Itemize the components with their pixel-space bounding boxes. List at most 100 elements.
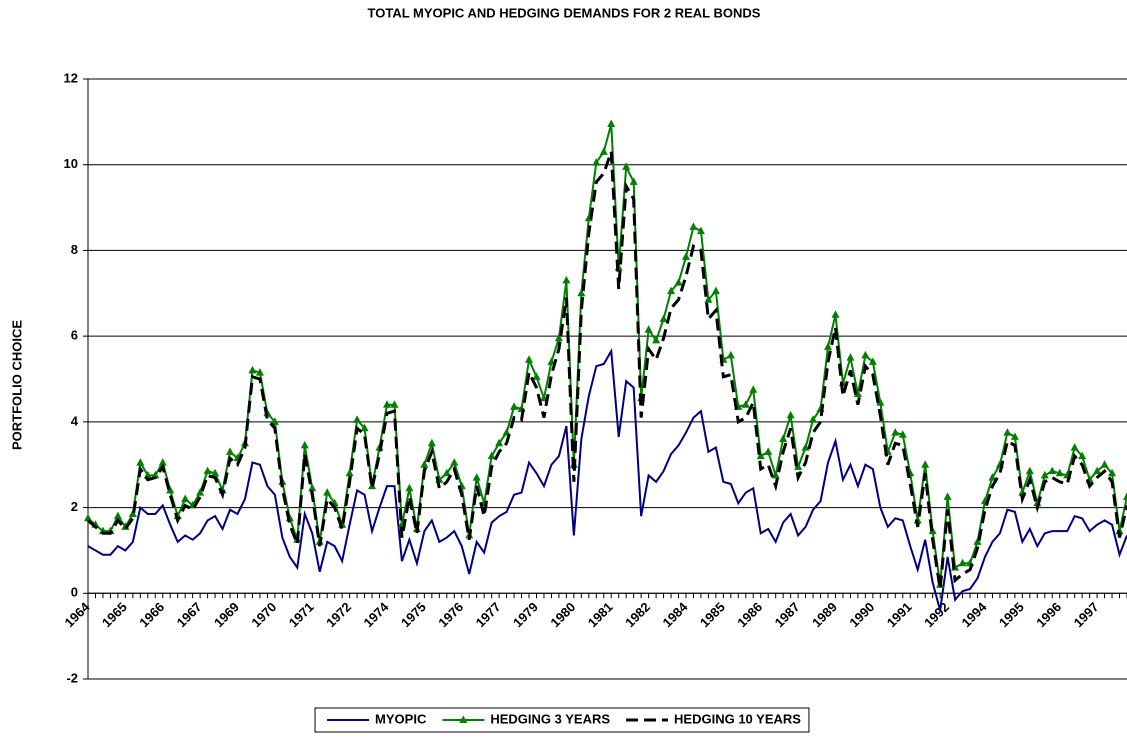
y-tick-label: 4 xyxy=(71,413,79,428)
x-tick-label: 1995 xyxy=(996,599,1027,630)
point-marker xyxy=(1010,432,1019,440)
point-marker xyxy=(741,400,750,408)
point-marker xyxy=(696,226,705,235)
point-marker xyxy=(704,295,713,303)
x-tick-label: 1971 xyxy=(286,599,317,630)
point-marker xyxy=(891,428,900,436)
point-marker xyxy=(136,458,145,466)
legend-label: HEDGING 10 YEARS xyxy=(674,711,801,726)
point-marker xyxy=(84,513,92,522)
y-tick-label: 0 xyxy=(71,585,78,600)
point-marker xyxy=(308,483,317,492)
point-marker xyxy=(1055,468,1064,477)
x-tick-label: 1979 xyxy=(510,599,541,630)
x-tick-label: 1977 xyxy=(473,599,504,630)
point-marker xyxy=(203,466,212,475)
point-marker xyxy=(809,415,818,423)
x-tick-label: 1987 xyxy=(772,599,803,630)
point-marker xyxy=(689,222,698,230)
x-tick-label: 1994 xyxy=(958,599,990,631)
point-marker xyxy=(1100,460,1109,468)
point-marker xyxy=(510,402,519,410)
x-tick-label: 1969 xyxy=(211,599,242,630)
point-marker xyxy=(472,473,481,481)
point-marker xyxy=(442,468,451,477)
legend-label: MYOPIC xyxy=(375,711,427,726)
x-tick-label: 1974 xyxy=(360,599,392,631)
series-line xyxy=(87,123,1127,585)
point-marker xyxy=(353,415,362,423)
legend-label: HEDGING 3 YEARS xyxy=(490,711,610,726)
x-tick-label: 1967 xyxy=(174,599,205,630)
point-marker xyxy=(726,350,735,359)
y-tick-label: 2 xyxy=(71,499,78,514)
point-marker xyxy=(1070,443,1079,451)
point-marker xyxy=(502,428,511,436)
y-axis-label: PORTFOLIO CHOICE xyxy=(9,320,24,450)
point-marker xyxy=(622,162,631,170)
point-marker xyxy=(211,468,220,477)
y-tick-label: 6 xyxy=(71,328,78,343)
point-marker xyxy=(248,365,257,374)
x-tick-label: 1966 xyxy=(136,599,167,630)
point-marker xyxy=(427,438,436,447)
point-marker xyxy=(868,357,877,365)
point-marker xyxy=(1025,466,1034,475)
point-marker xyxy=(196,488,205,496)
series-line xyxy=(87,347,1127,611)
point-marker xyxy=(988,473,997,481)
point-marker xyxy=(764,447,773,455)
point-marker xyxy=(779,434,788,442)
legend-box xyxy=(314,707,810,733)
point-marker xyxy=(405,483,414,492)
point-marker xyxy=(450,458,459,466)
point-marker xyxy=(749,385,758,393)
point-marker xyxy=(270,417,279,425)
point-marker xyxy=(659,314,668,322)
point-marker xyxy=(487,451,496,460)
point-marker xyxy=(1093,466,1102,475)
y-tick-label: 8 xyxy=(71,242,78,257)
point-marker xyxy=(681,252,690,260)
point-marker xyxy=(1078,451,1087,460)
point-marker xyxy=(113,511,122,520)
y-tick-label: -2 xyxy=(66,670,78,685)
point-marker xyxy=(853,389,862,397)
point-marker xyxy=(898,430,907,438)
point-marker xyxy=(1003,428,1012,436)
point-marker xyxy=(607,119,616,127)
point-marker xyxy=(151,470,160,479)
point-marker xyxy=(226,447,235,455)
point-marker xyxy=(525,355,534,363)
x-tick-label: 1975 xyxy=(398,599,429,630)
point-marker xyxy=(831,310,840,318)
series-line xyxy=(87,151,1127,590)
point-marker xyxy=(166,485,175,494)
point-marker xyxy=(360,423,369,432)
legend-marker xyxy=(459,715,468,723)
point-marker xyxy=(599,147,608,155)
point-marker xyxy=(876,398,885,406)
point-marker xyxy=(1040,470,1049,479)
point-marker xyxy=(562,275,571,284)
point-marker xyxy=(921,460,930,468)
point-marker xyxy=(532,372,541,380)
y-tick-label: 12 xyxy=(64,70,78,85)
point-marker xyxy=(1108,468,1117,477)
point-marker xyxy=(592,158,601,166)
point-marker xyxy=(390,400,399,408)
point-marker xyxy=(323,488,332,496)
point-marker xyxy=(1048,466,1057,475)
point-marker xyxy=(554,333,563,342)
point-marker xyxy=(420,460,429,468)
x-tick-label: 1986 xyxy=(734,599,765,630)
point-marker xyxy=(652,335,661,344)
point-marker xyxy=(861,350,870,359)
point-marker xyxy=(577,288,586,297)
point-marker xyxy=(158,458,167,466)
x-tick-label: 1982 xyxy=(622,599,653,630)
x-tick-label: 1965 xyxy=(99,599,130,630)
x-tick-label: 1972 xyxy=(323,599,354,630)
point-marker xyxy=(674,278,683,286)
